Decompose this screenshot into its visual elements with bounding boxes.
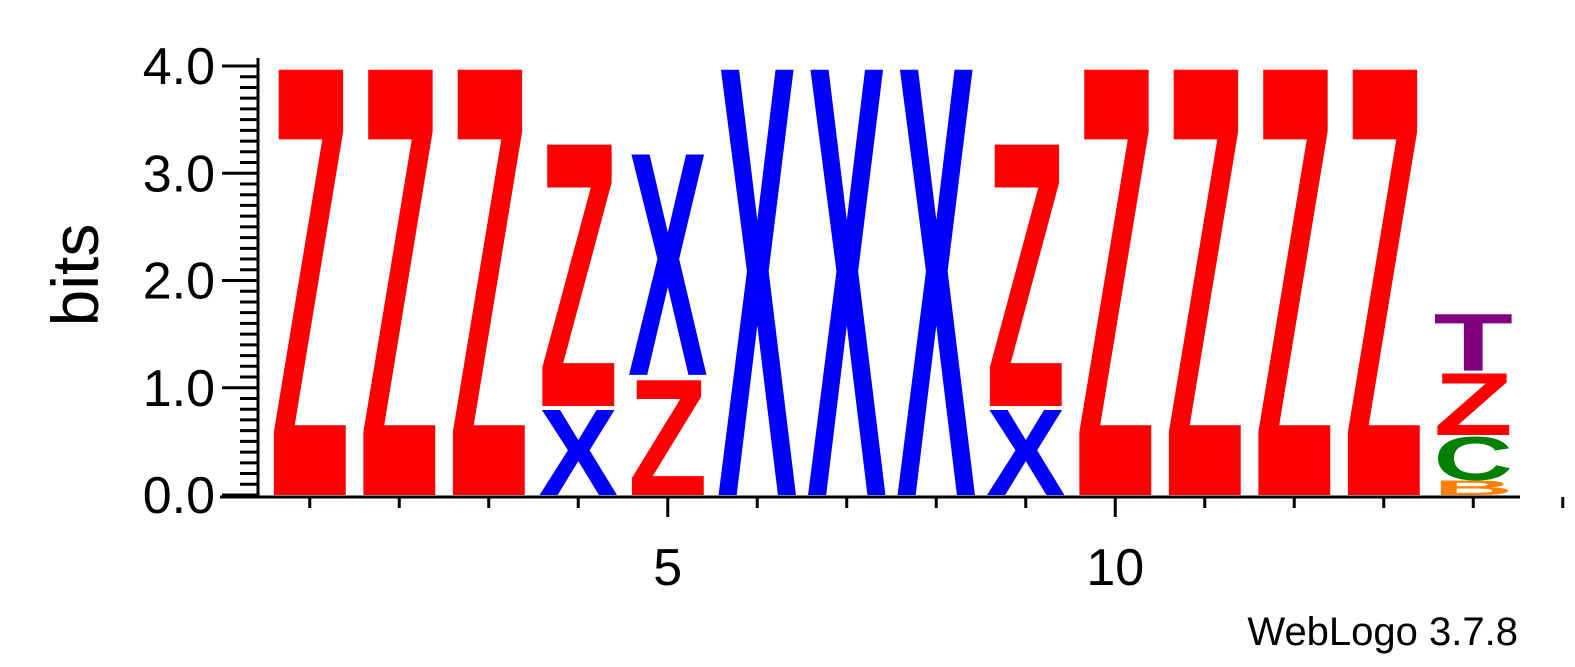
logo-letter-z: Z	[1165, 0, 1244, 626]
logo-letter-t: T	[1434, 298, 1513, 389]
y-axis: 0.0 1.0 2.0 3.0 4.0	[143, 38, 258, 525]
logo-letter-z: Z	[539, 63, 618, 487]
logo-letter-z: Z	[1255, 0, 1334, 626]
logo-letter-z: Z	[449, 0, 528, 626]
x-tick-label: 5	[653, 539, 682, 597]
logo-letter-x: X	[718, 0, 798, 627]
logo-letter-z: Z	[360, 0, 439, 626]
logo-letter-x: X	[897, 0, 977, 627]
logo-letter-z: Z	[1076, 0, 1155, 626]
y-tick-label: 0.0	[143, 467, 215, 525]
y-tick-label: 3.0	[143, 145, 215, 203]
weblogo-version-label: WebLogo 3.7.8	[1247, 610, 1518, 654]
y-tick-label: 4.0	[143, 38, 215, 96]
logo-letter-x: X	[807, 0, 887, 627]
y-axis-label: bits	[38, 224, 112, 327]
logo-letter-z: Z	[270, 0, 349, 626]
y-tick-label: 1.0	[143, 360, 215, 418]
logo-letter-z: Z	[1344, 0, 1423, 626]
y-tick-label: 2.0	[143, 253, 215, 311]
logo-letter-x: X	[628, 86, 707, 444]
logo-letter-z: Z	[986, 63, 1065, 487]
